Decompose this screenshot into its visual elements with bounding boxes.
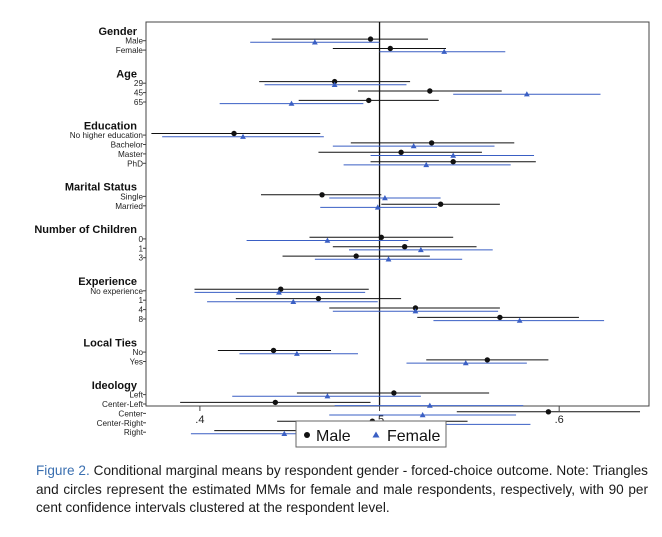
male-point	[437, 201, 444, 207]
group-title: Local Ties	[83, 337, 137, 349]
level-label: PhD	[127, 159, 143, 168]
male-point	[366, 97, 372, 104]
female-point	[412, 308, 419, 314]
female-point	[382, 195, 388, 201]
level-label: Married	[115, 202, 143, 211]
female-point	[240, 133, 246, 139]
female-point	[516, 317, 523, 323]
group-title: Ideology	[92, 380, 138, 392]
female-point	[410, 143, 417, 149]
legend-box	[295, 420, 447, 448]
male-point	[484, 357, 491, 363]
figure-caption-text: Conditional marginal means by respondent…	[36, 463, 648, 516]
level-label: 4	[138, 306, 143, 315]
level-label: 65	[134, 98, 144, 107]
level-label: 0	[138, 235, 143, 244]
group-title: Age	[116, 69, 137, 81]
female-point	[331, 81, 338, 87]
female-point	[450, 152, 457, 158]
female-point	[423, 161, 430, 168]
legend-female-marker	[372, 431, 380, 438]
level-label: Center	[118, 409, 143, 418]
male-point	[412, 305, 419, 311]
female-point	[523, 91, 530, 97]
group-title: Gender	[98, 26, 137, 38]
male-point	[427, 88, 433, 94]
legend-female-label: Female	[387, 428, 440, 445]
male-point	[353, 253, 359, 259]
level-label: No experience	[90, 287, 143, 296]
group-title: Education	[84, 120, 137, 132]
male-point	[398, 149, 404, 155]
level-label: 1	[138, 296, 143, 305]
female-point	[294, 350, 300, 356]
legend-male-marker	[304, 432, 310, 438]
male-point	[378, 234, 385, 240]
male-point	[391, 390, 397, 396]
male-point	[270, 347, 277, 354]
level-label: Yes	[130, 358, 143, 367]
female-point	[426, 402, 433, 408]
male-point	[367, 36, 374, 42]
group-title: Number of Children	[34, 224, 137, 236]
female-point	[324, 237, 331, 243]
female-point	[288, 100, 295, 106]
level-label: Right	[124, 428, 144, 437]
female-point	[441, 48, 448, 54]
level-label: Bachelor	[111, 141, 144, 150]
male-point	[331, 78, 338, 85]
female-point	[385, 256, 392, 262]
male-point	[497, 314, 503, 321]
level-label: 1	[138, 244, 143, 253]
level-label: Master	[118, 150, 143, 159]
level-label: Single	[120, 192, 143, 201]
female-point	[311, 39, 318, 45]
level-label: Center-Right	[97, 419, 144, 428]
female-point	[276, 289, 282, 295]
legend-male-label: Male	[316, 428, 351, 445]
level-label: 3	[138, 254, 143, 263]
legend: Male Female	[295, 420, 447, 448]
coefficient-plot: .4.5.6 GenderMaleFemaleAge294565Educatio…	[34, 21, 650, 448]
x-axis: .4 .5 .6	[195, 406, 564, 426]
male-point	[401, 244, 408, 250]
male-point	[272, 399, 279, 406]
level-label: Left	[129, 391, 143, 400]
figure-label: Figure 2.	[36, 463, 90, 478]
level-label: Female	[116, 46, 144, 55]
group-title: Experience	[78, 276, 137, 288]
male-point	[387, 45, 394, 52]
x-tick-label: .6	[555, 414, 564, 426]
female-point	[324, 393, 331, 399]
x-tick-label: .4	[195, 414, 204, 426]
male-point	[545, 409, 552, 415]
male-point	[428, 140, 435, 146]
female-point	[290, 298, 297, 304]
figure-caption: Figure 2. Conditional marginal means by …	[36, 462, 648, 518]
female-point	[417, 246, 424, 253]
male-point	[315, 295, 322, 302]
level-label: No	[133, 348, 144, 357]
plot-frame	[145, 21, 650, 407]
level-label: Center-Left	[102, 400, 144, 409]
female-point	[374, 204, 381, 210]
male-point	[231, 130, 237, 137]
level-label: No higher education	[70, 131, 144, 140]
female-point	[281, 430, 288, 436]
male-point	[319, 192, 325, 198]
level-label: 45	[134, 89, 144, 98]
level-label: Male	[125, 37, 143, 46]
male-point	[450, 159, 456, 165]
female-point	[462, 360, 469, 366]
level-label: 29	[134, 79, 144, 88]
female-point	[419, 412, 426, 418]
level-label: 8	[138, 315, 143, 324]
x-tick-label: .5	[375, 414, 384, 426]
group-title: Marital Status	[65, 182, 137, 194]
